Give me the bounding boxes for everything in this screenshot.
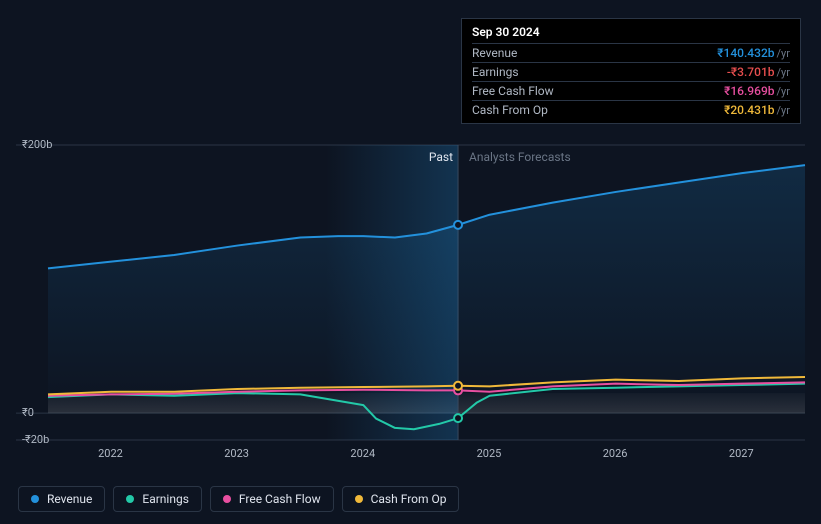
y-axis-label: ₹0 (22, 406, 34, 419)
past-section-label: Past (429, 150, 453, 164)
tooltip-metric-label: Earnings (472, 65, 519, 79)
x-axis-label: 2026 (603, 447, 628, 460)
forecast-section-label: Analysts Forecasts (469, 150, 571, 164)
x-axis-label: 2024 (350, 447, 375, 460)
y-axis-label: -₹20b (22, 433, 49, 446)
legend-marker-icon (223, 495, 231, 503)
tooltip-metric-value: ₹16.969b (724, 84, 774, 98)
tooltip-metric-label: Revenue (472, 46, 517, 60)
tooltip-metric-label: Cash From Op (472, 103, 548, 117)
tooltip-metric-label: Free Cash Flow (472, 84, 554, 98)
tooltip-metric-value: ₹20.431b (724, 103, 774, 117)
legend-item-fcf[interactable]: Free Cash Flow (210, 486, 334, 512)
tooltip-metric-value: ₹140.432b (717, 46, 774, 60)
tooltip-row: Free Cash Flow ₹16.969b/yr (472, 81, 790, 100)
chart-legend: Revenue Earnings Free Cash Flow Cash From O… (18, 486, 459, 512)
x-axis-label: 2025 (477, 447, 502, 460)
legend-item-revenue[interactable]: Revenue (18, 486, 105, 512)
tooltip-date: Sep 30 2024 (472, 25, 790, 39)
legend-label: Earnings (142, 492, 189, 506)
x-axis-label: 2027 (729, 447, 754, 460)
tooltip-unit: /yr (777, 66, 790, 79)
x-axis-label: 2023 (224, 447, 249, 460)
legend-label: Cash From Op (371, 492, 447, 506)
tooltip-metric-value: -₹3.701b (727, 65, 775, 79)
legend-item-cfo[interactable]: Cash From Op (342, 486, 460, 512)
legend-label: Free Cash Flow (239, 492, 321, 506)
legend-marker-icon (126, 495, 134, 503)
legend-marker-icon (355, 495, 363, 503)
legend-marker-icon (31, 495, 39, 503)
legend-item-earnings[interactable]: Earnings (113, 486, 202, 512)
legend-label: Revenue (47, 492, 92, 506)
tooltip-row: Earnings -₹3.701b/yr (472, 62, 790, 81)
financial-chart: Sep 30 2024 Revenue ₹140.432b/yr Earnings -… (0, 0, 821, 524)
tooltip-row: Cash From Op ₹20.431b/yr (472, 100, 790, 119)
tooltip-unit: /yr (777, 85, 790, 98)
tooltip-row: Revenue ₹140.432b/yr (472, 43, 790, 62)
y-axis-label: ₹200b (22, 138, 52, 151)
chart-tooltip: Sep 30 2024 Revenue ₹140.432b/yr Earnings -… (461, 18, 801, 124)
tooltip-unit: /yr (777, 47, 790, 60)
tooltip-unit: /yr (777, 104, 790, 117)
x-axis-label: 2022 (98, 447, 123, 460)
